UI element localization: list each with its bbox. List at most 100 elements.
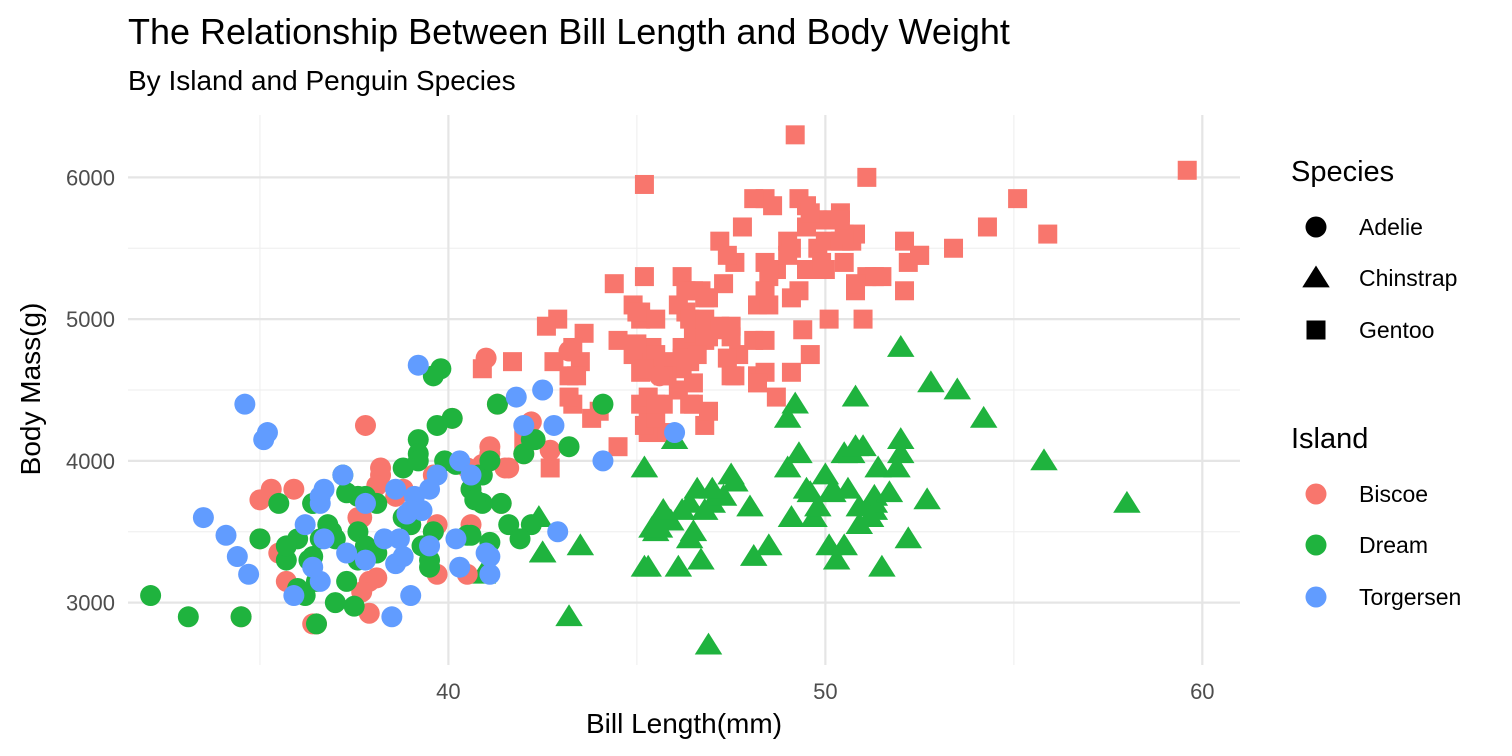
point-gentoo-biscoe xyxy=(834,252,854,272)
point-gentoo-biscoe xyxy=(732,217,752,237)
point-chinstrap-dream xyxy=(845,494,874,517)
point-gentoo-biscoe xyxy=(676,281,696,301)
point-gentoo-biscoe xyxy=(634,359,654,379)
point-adelie-torgersen xyxy=(381,606,403,628)
point-chinstrap-dream xyxy=(913,487,941,510)
point-chinstrap-dream xyxy=(819,480,847,503)
point-adelie-biscoe xyxy=(249,489,271,511)
data-points xyxy=(140,125,1197,655)
point-adelie-dream xyxy=(426,414,448,436)
point-gentoo-biscoe xyxy=(895,231,915,251)
point-gentoo-biscoe xyxy=(1038,224,1058,244)
point-adelie-dream xyxy=(140,585,162,607)
point-chinstrap-dream xyxy=(860,490,889,513)
plot-area xyxy=(128,115,1240,665)
point-gentoo-biscoe xyxy=(695,309,715,329)
y-axis-title: Body Mass(g) xyxy=(15,303,46,476)
y-tick-label: 6000 xyxy=(66,165,115,190)
point-chinstrap-dream xyxy=(796,480,825,503)
point-chinstrap-dream xyxy=(664,554,693,577)
point-adelie-biscoe xyxy=(648,365,670,387)
point-adelie-torgersen xyxy=(460,464,482,486)
point-chinstrap-dream xyxy=(868,554,896,577)
point-adelie-dream xyxy=(558,436,580,458)
point-chinstrap-dream xyxy=(721,469,749,492)
point-gentoo-biscoe xyxy=(559,387,579,407)
point-adelie-torgersen xyxy=(294,514,316,536)
point-gentoo-biscoe xyxy=(725,366,745,386)
point-chinstrap-dream xyxy=(645,515,674,538)
point-gentoo-biscoe xyxy=(763,196,783,216)
point-gentoo-biscoe xyxy=(744,189,764,209)
point-adelie-torgersen xyxy=(354,492,376,514)
point-gentoo-biscoe xyxy=(785,125,805,145)
legend-key-gentoo xyxy=(1306,320,1326,340)
point-gentoo-biscoe xyxy=(627,334,647,354)
point-adelie-torgersen xyxy=(592,450,614,472)
point-gentoo-biscoe xyxy=(846,274,866,294)
point-adelie-torgersen xyxy=(215,524,237,546)
point-gentoo-biscoe xyxy=(687,345,707,365)
x-tick-label: 60 xyxy=(1190,679,1214,704)
point-adelie-torgersen xyxy=(253,429,275,451)
chart-title: The Relationship Between Bill Length and… xyxy=(128,11,1010,52)
point-chinstrap-dream xyxy=(668,497,696,520)
point-adelie-torgersen xyxy=(419,535,441,557)
point-adelie-dream xyxy=(275,535,297,557)
point-gentoo-biscoe xyxy=(766,387,786,407)
legend-label-gentoo: Gentoo xyxy=(1359,317,1434,343)
point-chinstrap-dream xyxy=(777,505,806,527)
point-gentoo-biscoe xyxy=(582,408,602,428)
point-adelie-torgersen xyxy=(336,542,358,564)
point-adelie-torgersen xyxy=(479,563,501,585)
point-chinstrap-dream xyxy=(698,476,727,499)
point-adelie-dream xyxy=(422,365,444,387)
point-chinstrap-dream xyxy=(630,455,659,478)
x-axis-title: Bill Length(mm) xyxy=(586,708,782,739)
legend: Species Adelie Chinstrap Gentoo Island Biscoe… xyxy=(1291,156,1461,610)
point-adelie-dream xyxy=(324,592,346,614)
point-adelie-torgersen xyxy=(505,386,527,408)
legend-key-adelie xyxy=(1305,216,1327,238)
point-gentoo-biscoe xyxy=(853,309,873,329)
point-adelie-biscoe xyxy=(354,414,376,436)
point-adelie-dream xyxy=(407,450,429,472)
point-gentoo-biscoe xyxy=(699,288,719,308)
point-adelie-torgersen xyxy=(385,478,407,500)
point-gentoo-biscoe xyxy=(781,362,801,382)
point-chinstrap-dream xyxy=(886,441,915,464)
point-adelie-torgersen xyxy=(407,354,429,376)
point-adelie-biscoe xyxy=(475,347,497,369)
point-gentoo-biscoe xyxy=(714,274,734,294)
point-adelie-torgersen xyxy=(400,585,422,607)
point-gentoo-biscoe xyxy=(646,309,666,329)
point-chinstrap-dream xyxy=(1030,448,1058,471)
point-gentoo-biscoe xyxy=(608,437,628,457)
point-chinstrap-dream xyxy=(943,377,972,400)
chart-subtitle: By Island and Penguin Species xyxy=(128,65,516,96)
point-adelie-torgersen xyxy=(513,414,535,436)
point-chinstrap-dream xyxy=(736,494,764,517)
point-adelie-torgersen xyxy=(449,450,471,472)
point-chinstrap-dream xyxy=(841,384,870,407)
point-gentoo-biscoe xyxy=(717,245,737,265)
point-gentoo-biscoe xyxy=(812,252,832,272)
legend-title-species: Species xyxy=(1291,156,1394,188)
point-adelie-torgersen xyxy=(313,478,335,500)
point-chinstrap-dream xyxy=(1113,490,1141,513)
point-chinstrap-dream xyxy=(739,544,768,566)
point-adelie-torgersen xyxy=(547,521,569,543)
point-adelie-torgersen xyxy=(445,528,467,550)
point-chinstrap-dream xyxy=(886,427,915,449)
point-chinstrap-dream xyxy=(822,547,851,570)
point-gentoo-biscoe xyxy=(944,238,964,258)
point-adelie-dream xyxy=(486,393,508,415)
point-gentoo-biscoe xyxy=(608,330,628,350)
point-adelie-biscoe xyxy=(558,340,580,362)
point-adelie-dream xyxy=(249,528,271,550)
legend-label-adelie: Adelie xyxy=(1359,214,1423,240)
point-chinstrap-dream xyxy=(875,480,904,503)
point-adelie-dream xyxy=(509,528,531,550)
point-adelie-dream xyxy=(177,606,199,628)
